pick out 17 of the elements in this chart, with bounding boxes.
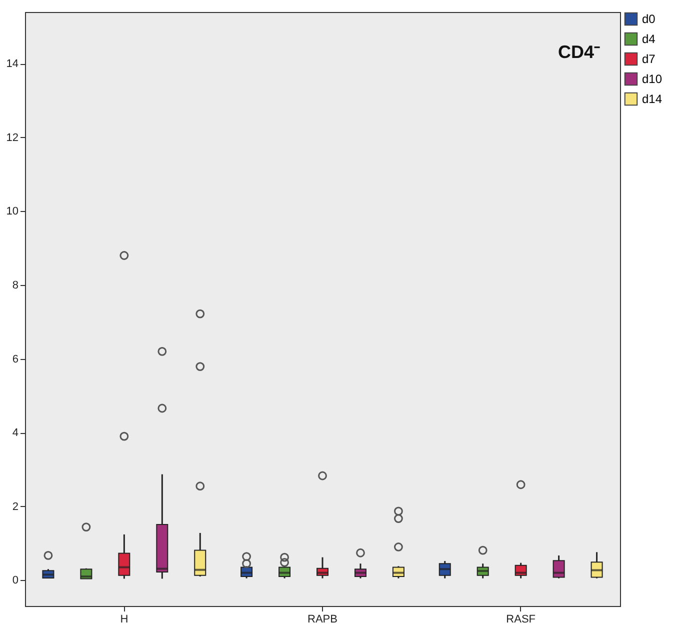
y-tick-label: 8 bbox=[12, 280, 18, 292]
x-tick-label: RAPB bbox=[308, 614, 338, 626]
y-tick-label: 4 bbox=[12, 427, 18, 440]
y-tick-label: 6 bbox=[12, 353, 18, 366]
legend-label: d4 bbox=[642, 32, 656, 46]
x-tick-label: RASF bbox=[506, 614, 536, 626]
y-tick-label: 12 bbox=[6, 132, 18, 144]
legend-label: d14 bbox=[642, 92, 662, 106]
text: CD4⁻ bbox=[558, 42, 600, 62]
x-tick-label: H bbox=[120, 614, 128, 626]
y-tick-label: 14 bbox=[6, 58, 18, 70]
legend-label: d10 bbox=[642, 72, 662, 86]
y-tick-label: 10 bbox=[6, 206, 18, 218]
legend-label: d7 bbox=[642, 52, 656, 66]
y-tick-label: 2 bbox=[12, 500, 18, 513]
legend-label: d0 bbox=[642, 12, 656, 26]
y-tick-label: 0 bbox=[12, 574, 18, 587]
